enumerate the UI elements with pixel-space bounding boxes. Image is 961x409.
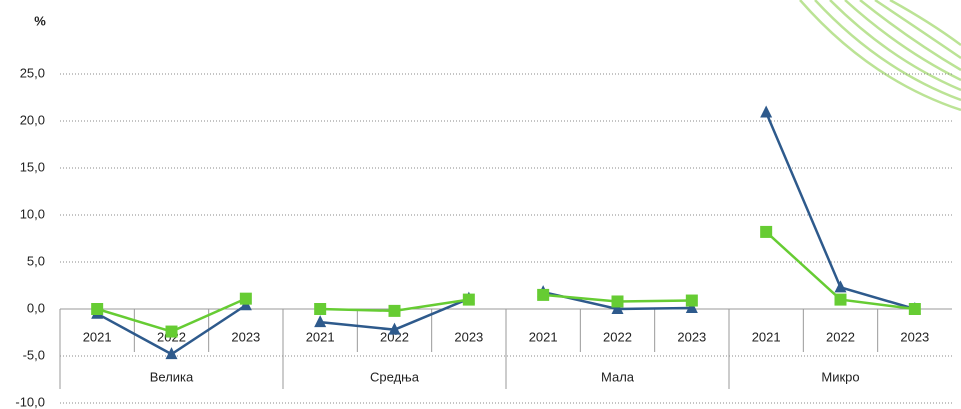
y-tick-label: 10,0 [20, 206, 45, 221]
marker [388, 304, 401, 317]
x-tick-label: 2023 [677, 329, 706, 344]
x-tick-label: 2022 [826, 329, 855, 344]
y-tick-label: 5,0 [27, 253, 45, 268]
marker [314, 303, 327, 315]
marker [239, 292, 252, 305]
decoration [799, 0, 961, 112]
y-tick-label: -5,0 [23, 347, 45, 362]
series-line [765, 112, 916, 311]
group-label: Микро [821, 369, 859, 384]
marker [760, 105, 773, 118]
y-tick-label: -10,0 [15, 394, 45, 409]
marker [834, 293, 847, 306]
marker [388, 322, 401, 335]
marker [834, 280, 847, 293]
marker [611, 302, 624, 314]
marker [462, 293, 475, 306]
marker [165, 347, 178, 360]
x-tick-label: 2023 [900, 329, 929, 344]
x-tick-label: 2022 [603, 329, 632, 344]
x-tick-label: 2021 [306, 329, 335, 344]
y-axis-label: % [34, 13, 46, 28]
y-tick-label: 25,0 [20, 65, 45, 80]
y-tick-label: 15,0 [20, 159, 45, 174]
group-label: Мала [601, 369, 635, 384]
y-tick-label: 20,0 [20, 112, 45, 127]
x-tick-label: 2021 [529, 329, 558, 344]
group-label: Средња [370, 369, 420, 384]
marker [685, 301, 698, 314]
x-tick-label: 2021 [752, 329, 781, 344]
group-label: Велика [150, 369, 194, 384]
x-tick-label: 2023 [231, 329, 260, 344]
marker [91, 303, 104, 315]
marker [908, 303, 921, 315]
marker [685, 294, 698, 307]
marker [165, 325, 178, 338]
marker [537, 288, 550, 301]
marker [314, 315, 327, 328]
marker [611, 295, 624, 308]
x-tick-label: 2021 [83, 329, 112, 344]
x-tick-label: 2023 [454, 329, 483, 344]
marker [760, 225, 773, 238]
y-tick-label: 0,0 [27, 300, 45, 315]
x-tick-label: 2022 [380, 329, 409, 344]
